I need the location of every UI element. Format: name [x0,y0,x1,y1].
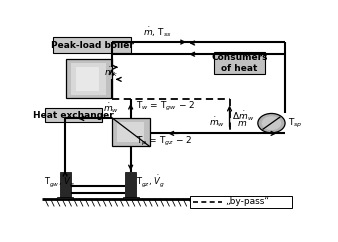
Text: T$_{sp}$: T$_{sp}$ [288,117,303,130]
Circle shape [258,113,285,133]
Text: $\dot{m}$, T$_{ss}$: $\dot{m}$, T$_{ss}$ [143,26,172,39]
Text: $\dot{m}_k$: $\dot{m}_k$ [104,66,119,79]
Text: $\dot{m}_w$: $\dot{m}_w$ [103,101,119,115]
Circle shape [262,116,281,130]
Bar [214,52,265,74]
Bar [112,118,150,146]
Bar [190,196,292,208]
Text: T$_w$ = T$_{gw}$ $-$ 2: T$_w$ = T$_{gw}$ $-$ 2 [136,100,195,113]
Text: T$_p$ = T$_{gz}$ $-$ 2: T$_p$ = T$_{gz}$ $-$ 2 [136,135,192,148]
Bar [123,197,139,199]
Bar [53,38,131,53]
Text: T$_{gw}$, $\dot{V}_g$: T$_{gw}$, $\dot{V}_g$ [44,174,74,190]
Bar [59,172,71,197]
Bar [125,172,136,197]
Bar [117,122,144,142]
Bar [45,108,102,122]
Text: $\Delta\dot{m}_w$: $\Delta\dot{m}_w$ [232,109,255,123]
Text: $\dot{m}$: $\dot{m}$ [237,117,247,129]
Bar [57,197,73,199]
Text: „by-pass“: „by-pass“ [226,197,270,206]
Bar [71,63,106,95]
Text: T$_{gz}$, $\dot{V}_g$: T$_{gz}$, $\dot{V}_g$ [136,174,165,190]
Bar [66,59,112,98]
Text: Peak-load boiler: Peak-load boiler [51,41,134,50]
Bar [76,67,99,91]
Text: $\dot{m}_w$: $\dot{m}_w$ [209,115,225,129]
Text: Heat exchanger: Heat exchanger [33,111,114,120]
Text: Consumers
of heat: Consumers of heat [211,53,268,73]
